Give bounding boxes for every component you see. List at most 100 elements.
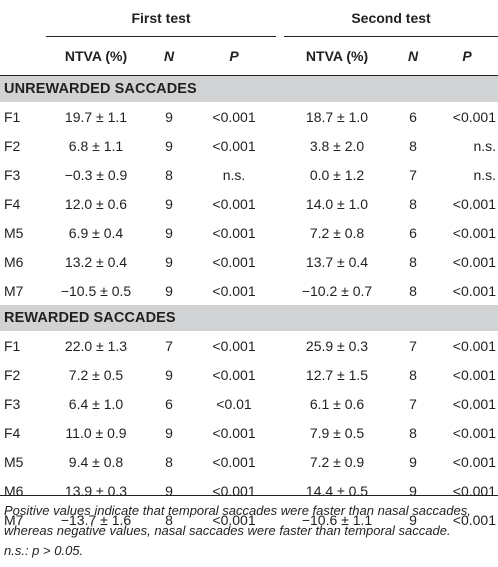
row-label: F4 [4, 424, 21, 441]
ntva-first-cell: 13.9 ± 0.3 [64, 482, 128, 499]
n-second-cell: 6 [409, 224, 417, 241]
table-row: F1 22.0 ± 1.3 7 <0.001 25.9 ± 0.3 7 <0.001 [0, 331, 498, 360]
table-row: M7 −10.5 ± 0.5 9 <0.001 −10.2 ± 0.7 8 <0.001 [0, 276, 498, 305]
row-label: F3 [4, 395, 21, 412]
row-label: F1 [4, 337, 21, 354]
row-label: F3 [4, 166, 21, 183]
p-second-cell: <0.001 [452, 424, 497, 441]
p-first-cell: <0.01 [216, 395, 252, 412]
row-label: M7 [4, 282, 24, 299]
ntva-second-cell: 6.1 ± 0.6 [309, 395, 365, 412]
ntva-first-cell: −13.7 ± 1.6 [60, 511, 132, 528]
ntva-first-cell: −10.5 ± 0.5 [60, 282, 132, 299]
column-gap [276, 360, 284, 389]
table-row: F3 −0.3 ± 0.9 8 n.s. 0.0 ± 1.2 7 n.s. [0, 160, 498, 189]
p-first-cell: <0.001 [212, 511, 256, 528]
results-table: First test Second test NTVA (%) N P NTVA… [0, 0, 498, 535]
row-label: M5 [4, 224, 24, 241]
p-first-cell: <0.001 [212, 137, 256, 154]
p-second-cell: <0.001 [452, 282, 497, 299]
ntva-first-cell: 19.7 ± 1.1 [64, 108, 128, 125]
n-second-cell: 8 [409, 366, 417, 383]
row-label: M6 [4, 253, 24, 270]
n-second-cell: 8 [409, 282, 417, 299]
ntva-first-cell: 13.2 ± 0.4 [64, 253, 128, 270]
p-first-cell: <0.001 [212, 195, 256, 212]
table-row: F4 11.0 ± 0.9 9 <0.001 7.9 ± 0.5 8 <0.001 [0, 418, 498, 447]
ntva-first-cell: −0.3 ± 0.9 [64, 166, 128, 183]
ntva-second-cell: −10.6 ± 1.1 [301, 511, 373, 528]
n-first-cell: 8 [165, 511, 173, 528]
n-second-cell: 8 [409, 424, 417, 441]
p-second-cell: <0.001 [452, 224, 497, 241]
p-second-cell: <0.001 [452, 195, 497, 212]
p-second-cell: n.s. [473, 166, 497, 183]
column-header-p-2: P [462, 48, 472, 64]
column-gap [276, 160, 284, 189]
ntva-second-cell: 7.2 ± 0.9 [309, 453, 365, 470]
ntva-second-cell: 13.7 ± 0.4 [305, 253, 369, 270]
n-second-cell: 6 [409, 108, 417, 125]
section-title: UNREWARDED SACCADES [0, 75, 498, 102]
column-header-n-1: N [163, 48, 175, 64]
p-first-cell: <0.001 [212, 282, 256, 299]
p-first-cell: n.s. [222, 166, 246, 183]
table-footnote: Positive values indicate that temporal s… [4, 501, 496, 561]
n-second-cell: 7 [409, 395, 417, 412]
n-second-cell: 9 [409, 511, 417, 528]
group-header-second-test: Second test [284, 0, 498, 37]
p-first-cell: <0.001 [212, 337, 256, 354]
ntva-second-cell: 25.9 ± 0.3 [305, 337, 369, 354]
ntva-second-cell: 14.0 ± 1.0 [305, 195, 369, 212]
p-first-cell: <0.001 [212, 453, 256, 470]
footnote-line: whereas negative values, nasal saccades … [4, 523, 451, 538]
row-label: F2 [4, 137, 21, 154]
ntva-second-cell: 7.2 ± 0.8 [309, 224, 365, 241]
column-gap [276, 189, 284, 218]
column-header-ntva-1: NTVA (%) [64, 48, 128, 64]
n-second-cell: 9 [409, 482, 417, 499]
p-second-cell: <0.001 [452, 337, 497, 354]
column-header-p-1: P [229, 48, 239, 64]
table-row: F1 19.7 ± 1.1 9 <0.001 18.7 ± 1.0 6 <0.001 [0, 102, 498, 131]
ntva-first-cell: 6.9 ± 0.4 [68, 224, 124, 241]
n-first-cell: 9 [165, 482, 173, 499]
row-label: M6 [4, 482, 24, 499]
ntva-second-cell: 3.8 ± 2.0 [309, 137, 365, 154]
p-second-cell: <0.001 [452, 511, 497, 528]
column-gap [276, 131, 284, 160]
ntva-first-cell: 22.0 ± 1.3 [64, 337, 128, 354]
table-bottom-rule [0, 495, 498, 496]
ntva-second-cell: 18.7 ± 1.0 [305, 108, 369, 125]
p-second-cell: n.s. [473, 137, 497, 154]
row-label: F1 [4, 108, 21, 125]
section-header-row: REWARDED SACCADES [0, 305, 498, 331]
ntva-first-cell: 6.8 ± 1.1 [68, 137, 124, 154]
ntva-second-cell: 0.0 ± 1.2 [309, 166, 365, 183]
column-gap [276, 331, 284, 360]
table-row: M5 6.9 ± 0.4 9 <0.001 7.2 ± 0.8 6 <0.001 [0, 218, 498, 247]
p-first-cell: <0.001 [212, 366, 256, 383]
ntva-first-cell: 7.2 ± 0.5 [68, 366, 124, 383]
table-body: UNREWARDED SACCADES F1 19.7 ± 1.1 9 <0.001 18… [0, 75, 498, 535]
p-second-cell: <0.001 [452, 395, 497, 412]
row-label: M5 [4, 453, 24, 470]
section-title: REWARDED SACCADES [0, 305, 498, 331]
table-row: M5 9.4 ± 0.8 8 <0.001 7.2 ± 0.9 9 <0.001 [0, 447, 498, 476]
ntva-first-cell: 12.0 ± 0.6 [64, 195, 128, 212]
ntva-first-cell: 6.4 ± 1.0 [68, 395, 124, 412]
n-first-cell: 6 [165, 395, 173, 412]
column-header-row: NTVA (%) N P NTVA (%) N P [0, 37, 498, 76]
n-first-cell: 9 [165, 137, 173, 154]
p-first-cell: <0.001 [212, 482, 256, 499]
n-first-cell: 7 [165, 337, 173, 354]
row-label: F2 [4, 366, 21, 383]
column-header-n-2: N [407, 48, 419, 64]
table-row: M6 13.9 ± 0.3 9 <0.001 14.4 ± 0.5 9 <0.001 [0, 476, 498, 505]
ntva-second-cell: −10.2 ± 0.7 [301, 282, 373, 299]
column-header-ntva-2: NTVA (%) [305, 48, 369, 64]
n-first-cell: 9 [165, 253, 173, 270]
p-first-cell: <0.001 [212, 224, 256, 241]
p-second-cell: <0.001 [452, 453, 497, 470]
